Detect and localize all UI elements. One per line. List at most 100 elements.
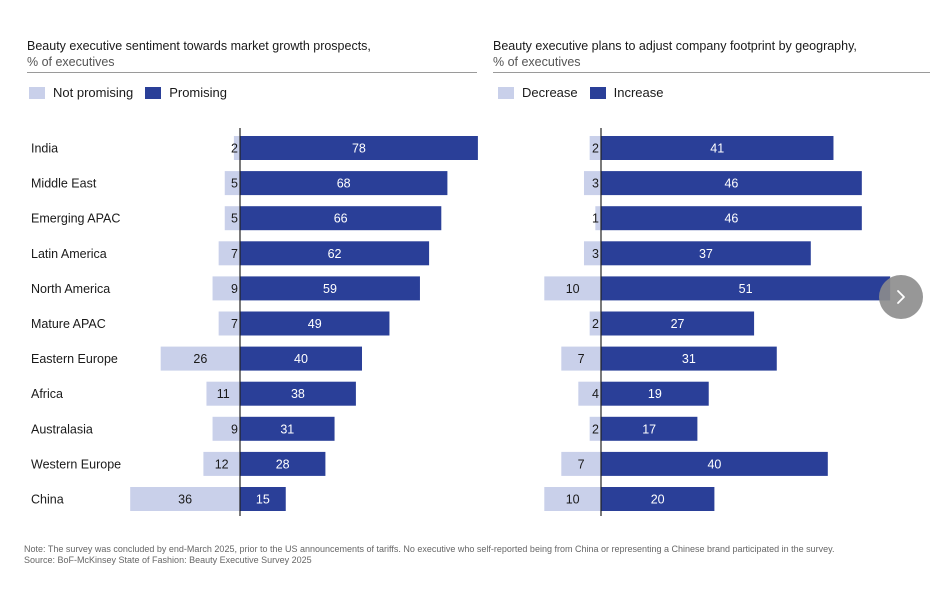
- category-label: Eastern Europe: [31, 352, 118, 366]
- category-label: North America: [31, 282, 110, 296]
- data-label-negative: 4: [592, 387, 599, 401]
- data-label-positive: 28: [276, 457, 290, 471]
- data-label-negative: 3: [592, 247, 599, 261]
- data-label-negative: 7: [231, 247, 238, 261]
- bar-positive: [601, 206, 862, 231]
- bar-positive: [601, 136, 834, 160]
- bar-positive: [601, 487, 715, 511]
- data-label-negative: 3: [592, 177, 599, 191]
- bar-negative: [160, 346, 240, 371]
- bar-negative: [595, 206, 601, 231]
- right-legend-label-increase: Increase: [613, 85, 664, 100]
- bar-positive: [601, 451, 828, 476]
- data-label-positive: 38: [291, 387, 305, 401]
- legend-swatch-dark: [589, 86, 606, 99]
- bar-positive: [240, 451, 326, 476]
- bar-positive: [601, 346, 777, 371]
- bar-positive: [240, 171, 448, 196]
- right-legend-item-decrease: Decrease: [498, 85, 578, 100]
- footnote-source: Source: BoF-McKinsey State of Fashion: B…: [24, 555, 312, 565]
- data-label-negative: 10: [566, 282, 580, 296]
- bar-negative: [233, 136, 240, 160]
- data-label-positive: 15: [256, 493, 270, 507]
- bar-negative: [218, 241, 240, 266]
- data-label-positive: 46: [724, 212, 738, 226]
- left-legend-label-promising: Promising: [169, 85, 227, 100]
- category-label: Mature APAC: [31, 317, 106, 331]
- left-chart-title: Beauty executive sentiment towards marke…: [27, 38, 371, 70]
- data-label-positive: 31: [280, 422, 294, 436]
- data-label-negative: 11: [217, 387, 230, 401]
- data-label-positive: 37: [699, 247, 713, 261]
- data-label-negative: 5: [231, 212, 238, 226]
- bar-negative: [544, 487, 601, 511]
- category-label: Africa: [31, 387, 63, 401]
- data-label-positive: 68: [337, 177, 351, 191]
- data-label-negative: 36: [178, 493, 192, 507]
- data-label-negative: 9: [231, 282, 238, 296]
- data-label-positive: 62: [328, 247, 342, 261]
- bar-negative: [544, 276, 601, 301]
- bar-positive: [601, 416, 698, 441]
- data-label-negative: 1: [592, 212, 599, 226]
- data-label-negative: 7: [231, 317, 238, 331]
- bar-positive: [240, 381, 356, 406]
- left-legend-item-not-promising: Not promising: [29, 85, 133, 100]
- data-label-positive: 46: [724, 177, 738, 191]
- data-label-negative: 10: [566, 493, 580, 507]
- bar-negative: [212, 276, 240, 301]
- left-legend-label-not-promising: Not promising: [53, 85, 134, 100]
- next-slide-button[interactable]: [879, 275, 923, 319]
- legend-swatch-light: [29, 86, 45, 99]
- category-label: China: [31, 493, 64, 507]
- bar-positive: [601, 171, 862, 196]
- legend-swatch-dark: [145, 86, 162, 99]
- left-chart-subtitle: % of executives: [27, 55, 115, 69]
- left-legend: Not promising Promising: [29, 85, 239, 100]
- right-legend-label-decrease: Decrease: [522, 85, 578, 100]
- data-label-positive: 41: [710, 142, 724, 156]
- category-label: Middle East: [31, 177, 97, 191]
- category-label: India: [31, 142, 58, 156]
- data-label-positive: 49: [308, 317, 322, 331]
- data-label-positive: 66: [334, 212, 348, 226]
- chevron-right-icon: [897, 290, 905, 304]
- bar-negative: [578, 381, 601, 406]
- data-label-positive: 17: [642, 422, 656, 436]
- data-label-negative: 7: [578, 352, 585, 366]
- data-label-positive: 40: [294, 352, 308, 366]
- data-label-positive: 31: [682, 352, 696, 366]
- legend-swatch-light: [498, 86, 514, 99]
- bar-negative: [589, 311, 601, 336]
- bar-positive: [601, 311, 755, 336]
- data-label-positive: 19: [648, 387, 662, 401]
- bar-positive: [240, 311, 390, 336]
- category-label: Emerging APAC: [31, 212, 120, 226]
- left-chart-title-text: Beauty executive sentiment towards marke…: [27, 39, 371, 53]
- bar-negative: [589, 416, 601, 441]
- data-label-positive: 78: [352, 142, 366, 156]
- data-label-negative: 9: [231, 422, 238, 436]
- bar-negative: [561, 346, 601, 371]
- data-label-negative: 2: [592, 422, 599, 436]
- bar-negative: [203, 451, 240, 476]
- data-label-positive: 40: [707, 457, 721, 471]
- category-label: Latin America: [31, 247, 107, 261]
- left-legend-item-promising: Promising: [145, 85, 227, 100]
- bar-negative: [583, 171, 601, 196]
- data-label-positive: 51: [739, 282, 753, 296]
- data-label-negative: 26: [193, 352, 207, 366]
- bar-positive: [240, 487, 286, 511]
- bar-positive: [240, 276, 420, 301]
- bar-negative: [583, 241, 601, 266]
- data-label-positive: 59: [323, 282, 337, 296]
- bar-negative: [224, 171, 240, 196]
- bar-positive: [240, 136, 478, 160]
- data-label-positive: 20: [651, 493, 665, 507]
- bar-positive: [601, 381, 709, 406]
- bar-positive: [240, 241, 430, 266]
- footnote-note: Note: The survey was concluded by end-Ma…: [24, 544, 835, 554]
- right-legend-item-increase: Increase: [589, 85, 664, 100]
- left-title-divider: [27, 72, 477, 73]
